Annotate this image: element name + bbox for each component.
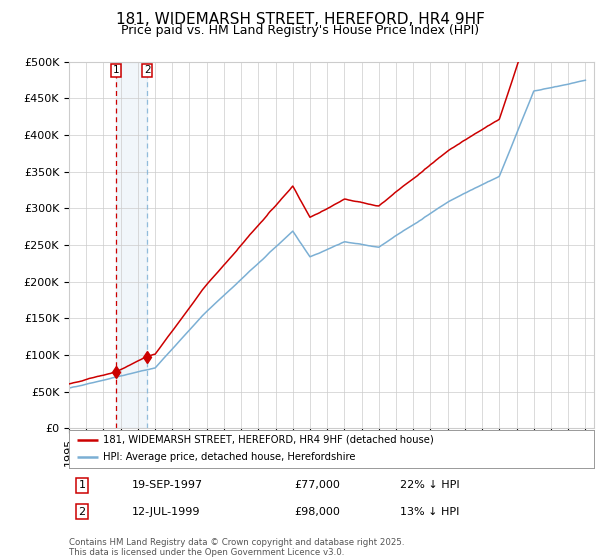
Text: 2: 2 — [79, 507, 86, 516]
Text: 181, WIDEMARSH STREET, HEREFORD, HR4 9HF: 181, WIDEMARSH STREET, HEREFORD, HR4 9HF — [116, 12, 484, 27]
Text: 22% ↓ HPI: 22% ↓ HPI — [400, 480, 460, 490]
Text: 13% ↓ HPI: 13% ↓ HPI — [400, 507, 459, 516]
Text: 1: 1 — [113, 66, 119, 76]
Bar — [116, 62, 147, 428]
Text: 2: 2 — [144, 66, 151, 76]
Text: Contains HM Land Registry data © Crown copyright and database right 2025.
This d: Contains HM Land Registry data © Crown c… — [69, 538, 404, 557]
Text: 181, WIDEMARSH STREET, HEREFORD, HR4 9HF (detached house): 181, WIDEMARSH STREET, HEREFORD, HR4 9HF… — [103, 435, 434, 445]
Text: Price paid vs. HM Land Registry's House Price Index (HPI): Price paid vs. HM Land Registry's House … — [121, 24, 479, 36]
Text: 19-SEP-1997: 19-SEP-1997 — [132, 480, 203, 490]
Text: HPI: Average price, detached house, Herefordshire: HPI: Average price, detached house, Here… — [103, 452, 356, 463]
Text: 1: 1 — [79, 480, 86, 490]
Text: £77,000: £77,000 — [295, 480, 341, 490]
Text: £98,000: £98,000 — [295, 507, 341, 516]
Text: 12-JUL-1999: 12-JUL-1999 — [132, 507, 200, 516]
